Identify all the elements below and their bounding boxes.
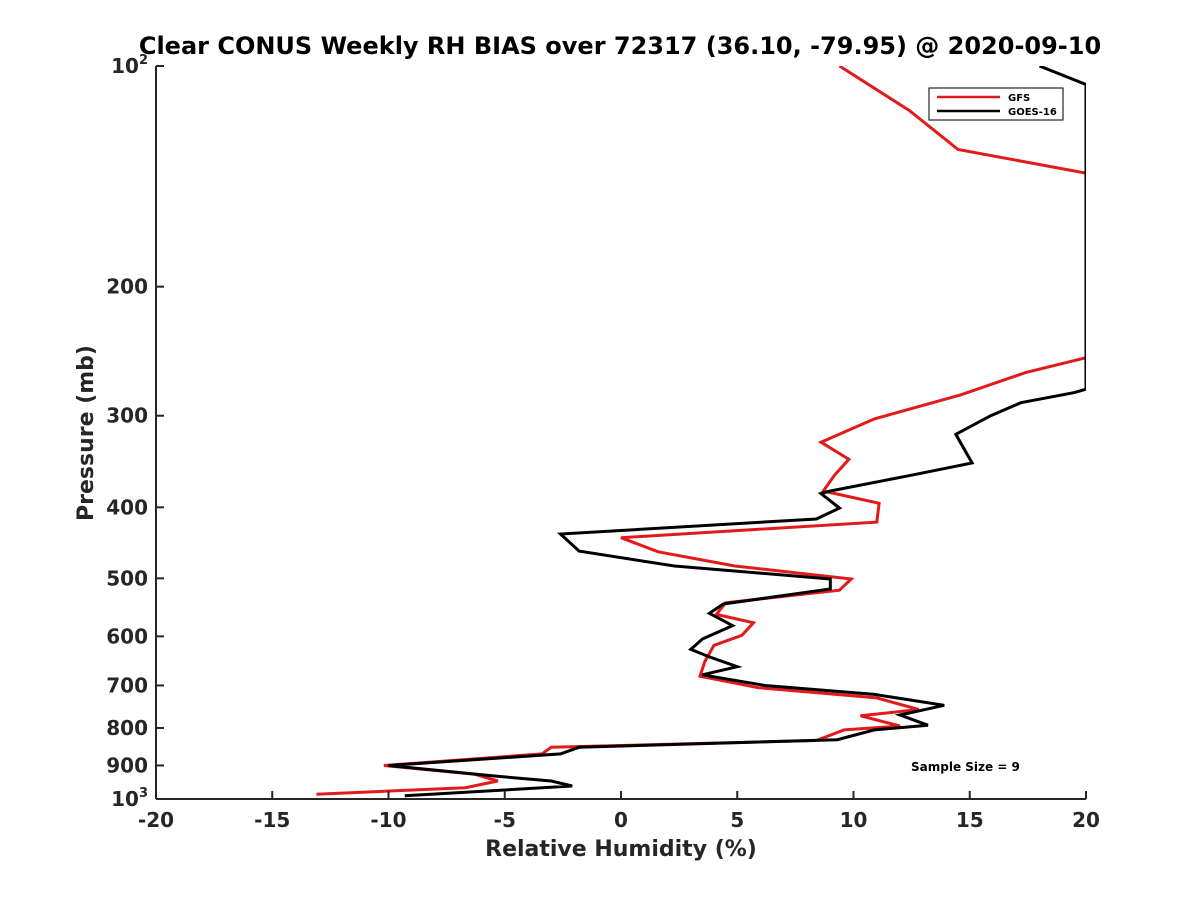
y-tick-label: 500 [106,566,148,590]
legend-label-gfs: GFS [1008,93,1030,104]
x-axis-label: Relative Humidity (%) [485,837,757,862]
x-tick-label: -10 [370,808,406,832]
plot-area: -20 -15 -10 -5 0 5 10 15 20 102 200 300 400 500 600 70… [106,53,1100,832]
y-tick-label: 400 [106,495,148,519]
x-ticks: -20 -15 -10 -5 0 5 10 15 20 [138,791,1100,832]
y-axis-label: Pressure (mb) [74,345,99,521]
x-tick-label: -15 [254,808,290,832]
sample-size-annotation: Sample Size = 9 [911,760,1020,774]
y-tick-label: 900 [106,753,148,777]
y-ticks: 102 200 300 400 500 600 700 800 900 103 [106,53,164,811]
y-tick-label: 103 [111,786,148,811]
legend-box [928,87,1064,121]
y-tick-label: 600 [106,624,148,648]
y-tick-label: 800 [106,716,148,740]
legend-label-goes16: GOES-16 [1008,107,1057,118]
x-tick-label: 10 [840,808,868,832]
series-layer [316,66,1086,798]
x-tick-label: 5 [730,808,744,832]
chart-title: Clear CONUS Weekly RH BIAS over 72317 (3… [139,32,1101,60]
y-tick-label: 200 [106,275,148,299]
y-tick-label: 700 [106,673,148,697]
legend: GFS GOES-16 [928,87,1064,121]
x-tick-label: 20 [1072,808,1100,832]
x-tick-label: 15 [956,808,984,832]
x-tick-label: 0 [614,808,628,832]
y-tick-label: 102 [111,53,148,78]
x-tick-label: -20 [138,808,174,832]
y-tick-label: 300 [106,404,148,428]
series-line-goes-16 [388,66,1086,798]
x-tick-label: -5 [494,808,516,832]
